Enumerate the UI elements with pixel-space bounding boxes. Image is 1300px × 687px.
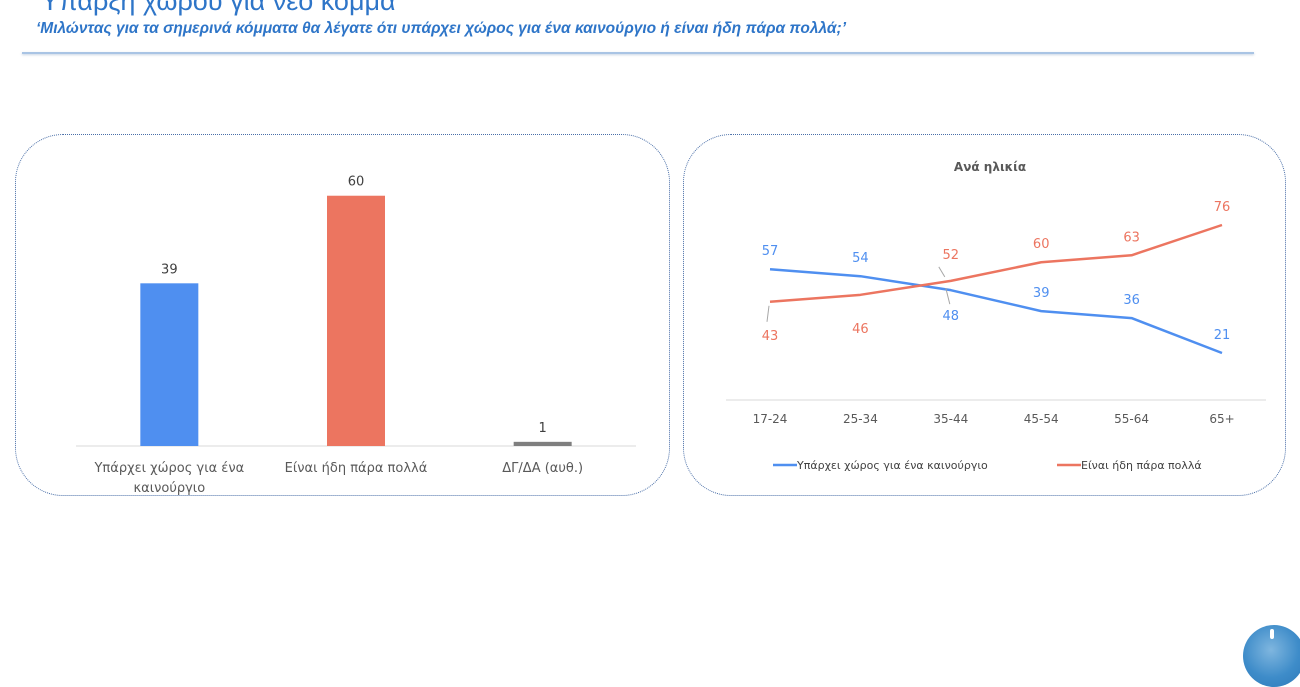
page-title: Ύπαρξη χώρου για νέο κόμμα (36, 0, 396, 16)
bar-category-label: ΔΓ/ΔΑ (αυθ.) (502, 461, 583, 476)
logo-badge-mark (1270, 629, 1274, 639)
series-line (769, 223, 1223, 304)
bar (327, 195, 385, 446)
x-tick-label: 35-44 (933, 412, 968, 426)
x-tick-label: 55-64 (1114, 412, 1149, 426)
series-data-label: 60 (1033, 237, 1050, 252)
bar-category-label: Είναι ήδη πάρα πολλά (285, 461, 428, 476)
series-data-label: 48 (943, 309, 960, 324)
series-data-label: 46 (852, 322, 869, 337)
x-tick-label: 45-54 (1024, 412, 1059, 426)
x-tick-label: 25-34 (843, 412, 878, 426)
series-data-label: 76 (1214, 200, 1231, 215)
series-data-label: 39 (1033, 286, 1050, 301)
page-subtitle: ‘Μιλώντας για τα σημερινά κόμματα θα λέγ… (36, 20, 847, 37)
series-data-label: 43 (762, 329, 779, 344)
series-data-label: 36 (1123, 293, 1140, 308)
series-data-label: 21 (1214, 328, 1231, 343)
bar (140, 283, 199, 446)
age-chart-panel: Ανά ηλικία 17-24 25-34 35-44 45-54 55-64 65+ 57… (683, 134, 1286, 496)
x-tick-label: 17-24 (753, 412, 788, 426)
bar-data-label: 60 (348, 175, 365, 190)
series-data-label: 52 (943, 248, 960, 263)
label-leader-line (766, 305, 770, 322)
line-chart-title: Ανά ηλικία (954, 160, 1026, 174)
legend-label: Είναι ήδη πάρα πολλά (1081, 459, 1202, 472)
bar-data-label: 39 (161, 262, 178, 277)
series-data-label: 57 (762, 244, 779, 259)
bar (513, 441, 572, 446)
bar-category-label: καινούργιο (133, 481, 205, 496)
overall-bar-chart: 39 Υπάρχει χώρος για ένα καινούργιο 60 Είναι… (76, 175, 636, 496)
series-data-label: 54 (852, 251, 869, 266)
label-leader-line (945, 288, 951, 305)
series-line (769, 267, 1223, 355)
label-leader-line (938, 266, 946, 278)
overall-chart-panel: 39 Υπάρχει χώρος για ένα καινούργιο 60 Είναι… (15, 134, 670, 496)
bar-data-label: 1 (539, 421, 547, 436)
header-divider (22, 52, 1254, 54)
series-data-label: 63 (1123, 230, 1140, 245)
legend-label: Υπάρχει χώρος για ένα καινούργιο (796, 459, 988, 472)
age-line-chart: Ανά ηλικία 17-24 25-34 35-44 45-54 55-64 65+ 57… (726, 160, 1266, 472)
bar-category-label: Υπάρχει χώρος για ένα (93, 461, 244, 476)
x-tick-label: 65+ (1209, 412, 1234, 426)
